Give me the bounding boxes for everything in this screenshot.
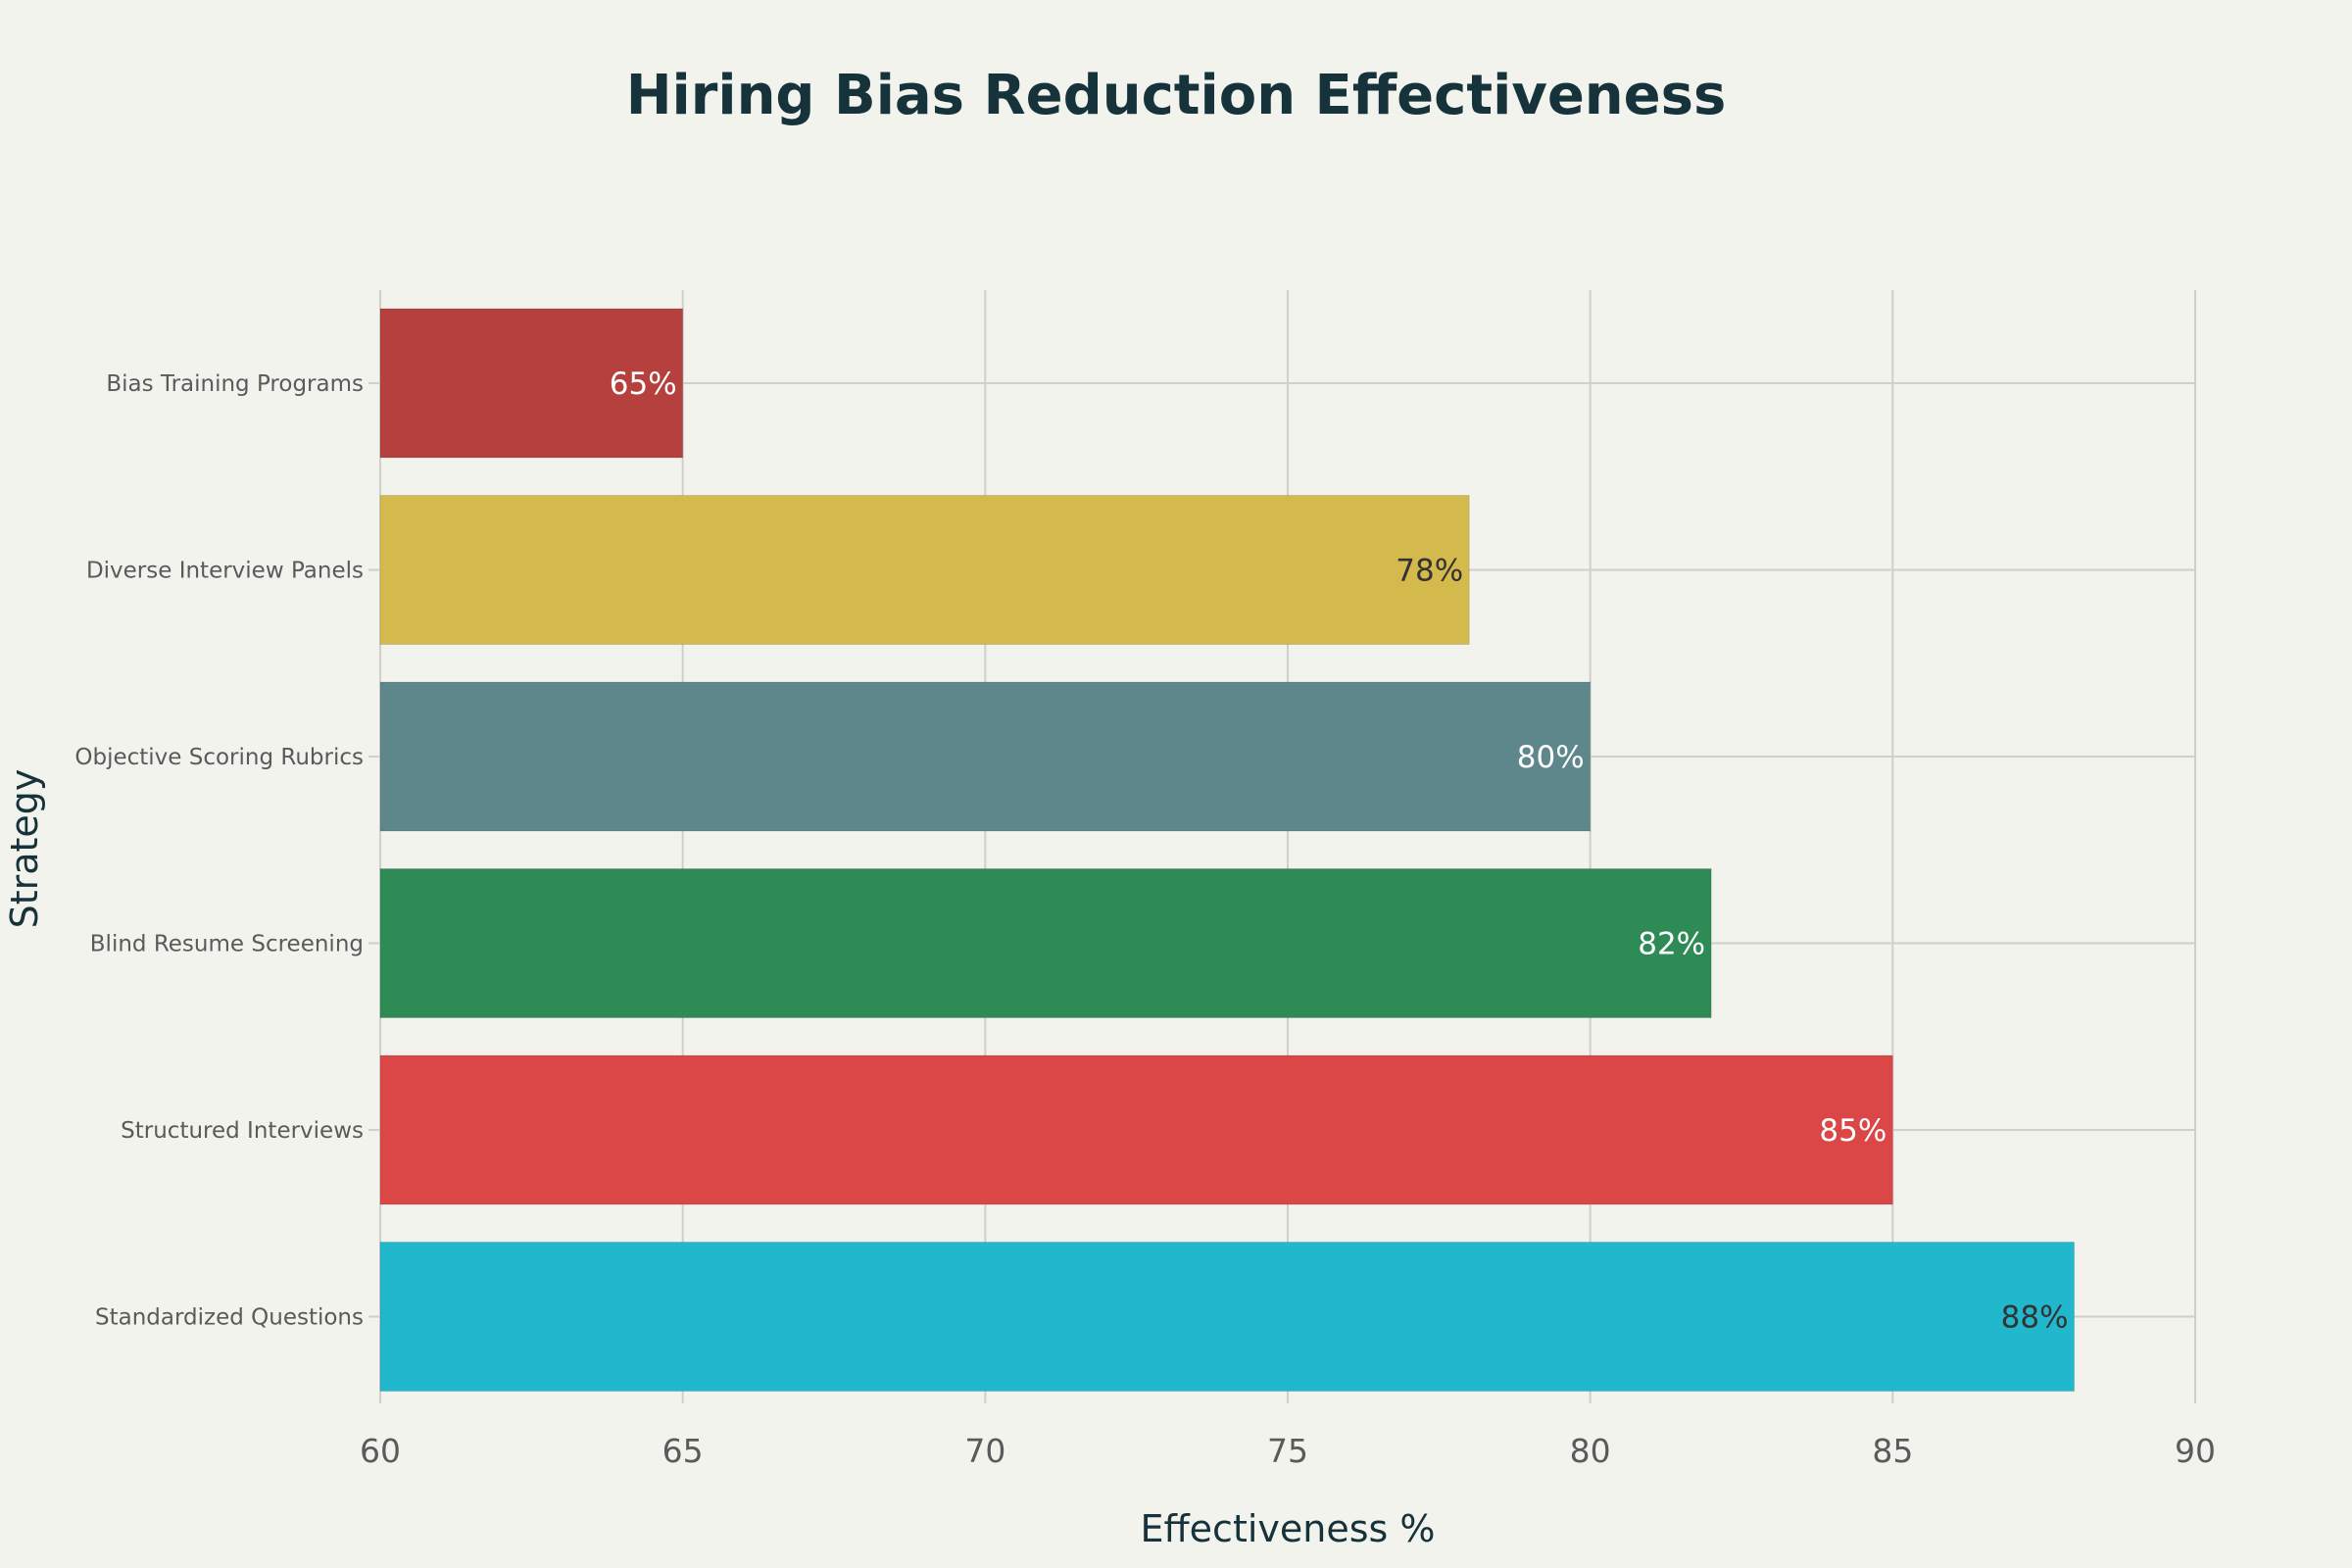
bar [379,1242,2076,1392]
y-tick-label: Standardized Questions [95,1305,364,1331]
bar [379,308,684,459]
y-axis-ticks: Bias Training Programs Diverse Interview … [74,371,364,1331]
x-tick-label: 85 [1872,1432,1913,1470]
bar-data-label: 82% [1638,927,1705,962]
bar-data-label: 78% [1396,554,1463,589]
x-tick-label: 60 [360,1432,401,1470]
bar-data-label: 88% [2001,1300,2069,1336]
y-tick-label: Objective Scoring Rubrics [74,745,364,770]
bars [379,308,2076,1392]
bar-data-label: 65% [610,367,677,402]
bar [379,495,1470,645]
chart-title: Hiring Bias Reduction Effectiveness [626,64,1727,127]
y-tick-label: Bias Training Programs [106,371,364,397]
y-tick-label: Diverse Interview Panels [86,559,364,584]
x-axis-ticks: 60 65 70 75 80 85 90 [360,1432,2216,1470]
x-tick-label: 90 [2175,1432,2216,1470]
bar-data-label: 80% [1517,740,1585,775]
bar [379,868,1712,1018]
bar [379,1054,1893,1205]
bar-data-label: 85% [1819,1113,1886,1149]
x-tick-label: 70 [964,1432,1005,1470]
x-tick-label: 65 [662,1432,704,1470]
y-tick-label: Structured Interviews [121,1118,364,1144]
x-axis-label: Effectiveness % [1140,1507,1435,1550]
y-tick-label: Blind Resume Screening [90,932,364,957]
bar-labels: 65% 78% 80% 82% 85% 88% [610,367,2069,1336]
bar [379,681,1592,832]
x-tick-label: 75 [1267,1432,1308,1470]
x-tick-label: 80 [1570,1432,1611,1470]
y-axis-label: Strategy [3,769,46,929]
